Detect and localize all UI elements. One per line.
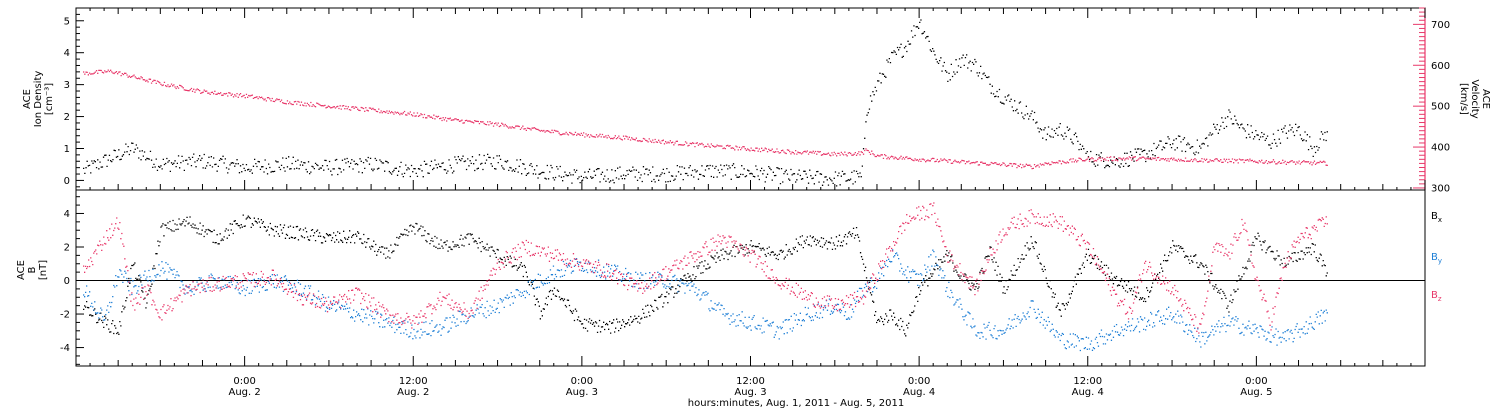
velocity-axis-title-line: [km/s] bbox=[1458, 83, 1469, 115]
legend-main: B bbox=[1431, 252, 1438, 263]
b-tick-label: -2 bbox=[60, 310, 70, 321]
density-series-points bbox=[83, 19, 1328, 187]
field-series-bx bbox=[83, 214, 1328, 337]
legend-sub: x bbox=[1438, 216, 1442, 224]
velocity-axis-title: ACEVelocity[km/s] bbox=[1458, 79, 1491, 118]
legend-sub: y bbox=[1438, 257, 1442, 265]
velocity-tick-label: 500 bbox=[1431, 102, 1450, 113]
x-tick-time: 0:00 bbox=[571, 376, 593, 387]
density-axis-title-line: ACE bbox=[22, 89, 33, 109]
velocity-tick-label: 400 bbox=[1431, 143, 1450, 154]
legend-main: B bbox=[1431, 211, 1438, 222]
velocity-axis-title-line: Velocity bbox=[1469, 79, 1480, 118]
b-tick-label: -4 bbox=[60, 343, 70, 354]
legend-entry-bz: Bz bbox=[1431, 290, 1442, 303]
bottom-panel-frame bbox=[75, 189, 1426, 367]
x-tick-time: 12:00 bbox=[399, 376, 428, 387]
field-series-bx-points bbox=[83, 214, 1328, 337]
x-tick-date: Aug. 5 bbox=[1240, 387, 1272, 398]
legend-entry-bx: Bx bbox=[1431, 211, 1442, 224]
density-tick-label: 0 bbox=[64, 176, 70, 187]
b-tick-label: 4 bbox=[64, 209, 70, 220]
b-axis-title-line: B bbox=[27, 266, 38, 273]
density-tick-label: 5 bbox=[64, 16, 70, 27]
density-axis-title-line: [cm⁻³] bbox=[44, 83, 55, 115]
velocity-tick-label: 700 bbox=[1431, 20, 1450, 31]
velocity-tick-label: 600 bbox=[1431, 61, 1450, 72]
legend-sub: z bbox=[1438, 295, 1442, 303]
velocity-axis-title-line: ACE bbox=[1480, 89, 1491, 109]
legend-main: B bbox=[1431, 290, 1438, 301]
x-tick-date: Aug. 2 bbox=[397, 387, 429, 398]
legend-entry-by: By bbox=[1431, 252, 1442, 265]
velocity-series-points bbox=[83, 69, 1328, 170]
x-tick-date: Aug. 3 bbox=[734, 387, 766, 398]
x-tick-time: 12:00 bbox=[1073, 376, 1102, 387]
velocity-series bbox=[83, 69, 1328, 170]
b-axis-title-line: [nT] bbox=[38, 260, 49, 280]
x-tick-time: 0:00 bbox=[1245, 376, 1267, 387]
density-tick-label: 3 bbox=[64, 80, 70, 91]
field-series-by bbox=[83, 249, 1328, 352]
x-tick-time: 0:00 bbox=[908, 376, 930, 387]
field-series-bz-points bbox=[83, 202, 1328, 334]
x-tick-date: Aug. 2 bbox=[229, 387, 261, 398]
velocity-tick-label: 300 bbox=[1431, 183, 1450, 194]
b-tick-label: 0 bbox=[64, 276, 70, 287]
density-axis-title: ACEIon Density[cm⁻³] bbox=[22, 71, 55, 128]
x-tick-time: 0:00 bbox=[233, 376, 255, 387]
field-series-by-points bbox=[83, 249, 1328, 352]
x-tick-date: Aug. 4 bbox=[903, 387, 935, 398]
x-tick-date: Aug. 3 bbox=[566, 387, 598, 398]
b-tick-label: 2 bbox=[64, 242, 70, 253]
density-axis-title-line: Ion Density bbox=[33, 71, 44, 128]
density-tick-label: 2 bbox=[64, 112, 70, 123]
x-tick-date: Aug. 4 bbox=[1072, 387, 1104, 398]
x-axis-label: hours:minutes, Aug. 1, 2011 - Aug. 5, 20… bbox=[688, 398, 904, 409]
density-tick-label: 1 bbox=[64, 144, 70, 155]
x-tick-time: 12:00 bbox=[736, 376, 765, 387]
b-axis-title: ACEB[nT] bbox=[16, 260, 49, 280]
density-series bbox=[83, 19, 1328, 187]
field-series-bz bbox=[83, 202, 1328, 334]
b-axis-title-line: ACE bbox=[16, 260, 27, 280]
density-tick-label: 4 bbox=[64, 48, 70, 59]
